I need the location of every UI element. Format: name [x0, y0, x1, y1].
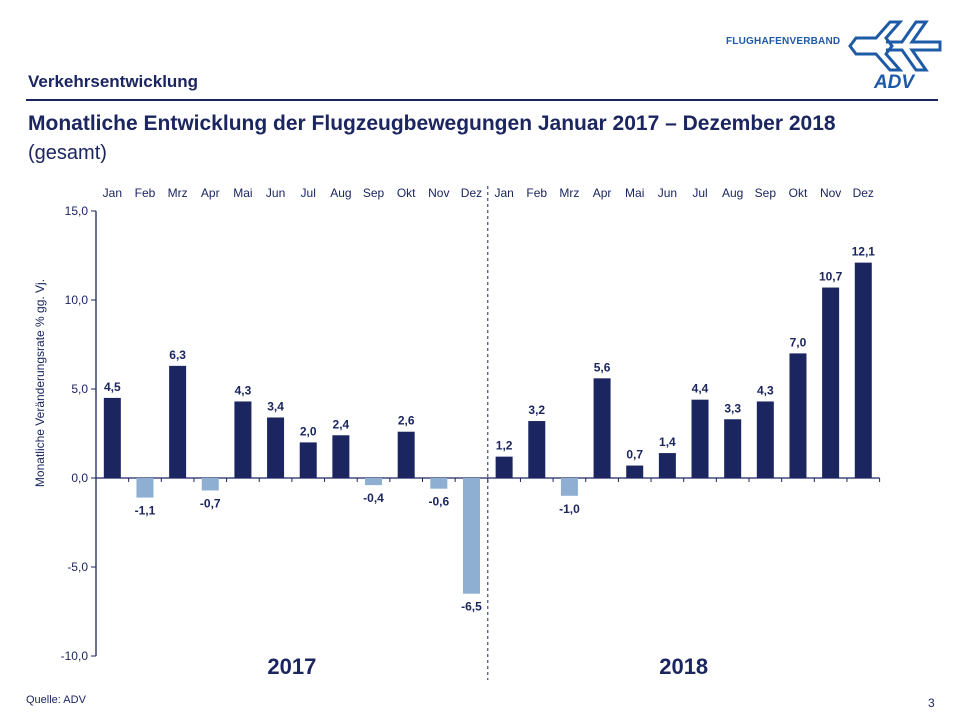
adv-logo-mark: ADV	[873, 72, 915, 90]
section-title: Verkehrsentwicklung	[28, 72, 199, 91]
data-label: 12,1	[852, 245, 876, 259]
bar	[234, 401, 252, 478]
data-label: 2,0	[300, 424, 317, 438]
month-label: Aug	[722, 186, 743, 200]
month-label: Mrz	[168, 186, 188, 200]
data-label: 1,4	[659, 435, 676, 449]
year-label: 2018	[659, 654, 708, 679]
month-label: Jan	[103, 186, 122, 200]
bar	[267, 417, 285, 478]
bar	[822, 287, 840, 478]
data-label: 6,3	[169, 348, 186, 362]
bar	[626, 465, 644, 478]
month-label: Feb	[526, 186, 547, 200]
bar	[430, 478, 448, 489]
data-label: -1,0	[559, 502, 580, 516]
bar	[560, 478, 578, 496]
data-label: -6,5	[461, 600, 482, 614]
bar	[789, 353, 807, 478]
y-tick-label: -5,0	[67, 560, 88, 574]
month-label: Dez	[461, 186, 482, 200]
bar	[332, 435, 350, 478]
month-label: Jul	[301, 186, 316, 200]
month-label: Jul	[692, 186, 707, 200]
y-tick-label: -10,0	[61, 649, 89, 663]
data-label: -0,4	[363, 491, 384, 505]
month-label: Jan	[494, 186, 513, 200]
data-label: 4,5	[104, 380, 121, 394]
month-label: Apr	[201, 186, 220, 200]
bar	[854, 262, 872, 478]
data-label: 1,2	[496, 439, 513, 453]
month-label: Dez	[853, 186, 874, 200]
page-subtitle: (gesamt)	[28, 142, 107, 164]
month-label: Mrz	[559, 186, 579, 200]
bar	[397, 431, 415, 478]
month-label: Nov	[820, 186, 841, 200]
data-label: -0,7	[200, 496, 221, 510]
bar	[136, 478, 154, 498]
month-label: Okt	[397, 186, 416, 200]
month-label: Sep	[363, 186, 385, 200]
source-note: Quelle: ADV	[26, 694, 86, 706]
logo-text: FLUGHAFENVERBAND	[726, 36, 841, 47]
data-label: 4,3	[235, 383, 252, 397]
bar	[365, 478, 383, 486]
header-divider	[26, 99, 938, 101]
bar	[528, 421, 546, 478]
bar	[593, 378, 611, 478]
data-label: -0,6	[428, 495, 449, 509]
month-label: Aug	[330, 186, 351, 200]
bar	[756, 401, 774, 478]
month-label: Nov	[428, 186, 449, 200]
y-axis-label: Monatliche Veränderungsrate % gg. Vj.	[33, 279, 47, 487]
bar	[201, 478, 219, 491]
y-tick-label: 0,0	[71, 471, 88, 485]
data-label: 4,4	[692, 382, 709, 396]
data-label: 0,7	[626, 448, 643, 462]
bar	[691, 399, 709, 478]
bar	[658, 453, 676, 478]
bar	[103, 397, 121, 478]
y-tick-label: 10,0	[65, 293, 89, 307]
adv-logo: ADV	[848, 20, 942, 90]
month-label: Apr	[593, 186, 612, 200]
bar	[495, 456, 513, 478]
month-label: Feb	[135, 186, 156, 200]
data-label: -1,1	[135, 504, 156, 518]
month-label: Mai	[625, 186, 644, 200]
bar	[299, 442, 317, 478]
bar	[724, 419, 742, 478]
page-number: 3	[928, 696, 935, 710]
data-label: 5,6	[594, 360, 611, 374]
data-label: 3,2	[528, 403, 545, 417]
y-tick-label: 5,0	[71, 382, 88, 396]
month-label: Jun	[658, 186, 677, 200]
data-label: 2,4	[333, 417, 350, 431]
data-label: 3,4	[267, 399, 284, 413]
data-label: 3,3	[724, 401, 741, 415]
data-label: 2,6	[398, 414, 415, 428]
y-tick-label: 15,0	[65, 204, 89, 218]
month-label: Sep	[755, 186, 777, 200]
data-label: 10,7	[819, 270, 843, 284]
data-label: 7,0	[790, 335, 807, 349]
bar	[169, 365, 187, 478]
month-label: Okt	[789, 186, 808, 200]
month-label: Jun	[266, 186, 285, 200]
page-title: Monatliche Entwicklung der Flugzeugbeweg…	[28, 112, 836, 135]
year-label: 2017	[267, 654, 316, 679]
month-label: Mai	[233, 186, 252, 200]
data-label: 4,3	[757, 383, 774, 397]
bar	[462, 478, 480, 594]
